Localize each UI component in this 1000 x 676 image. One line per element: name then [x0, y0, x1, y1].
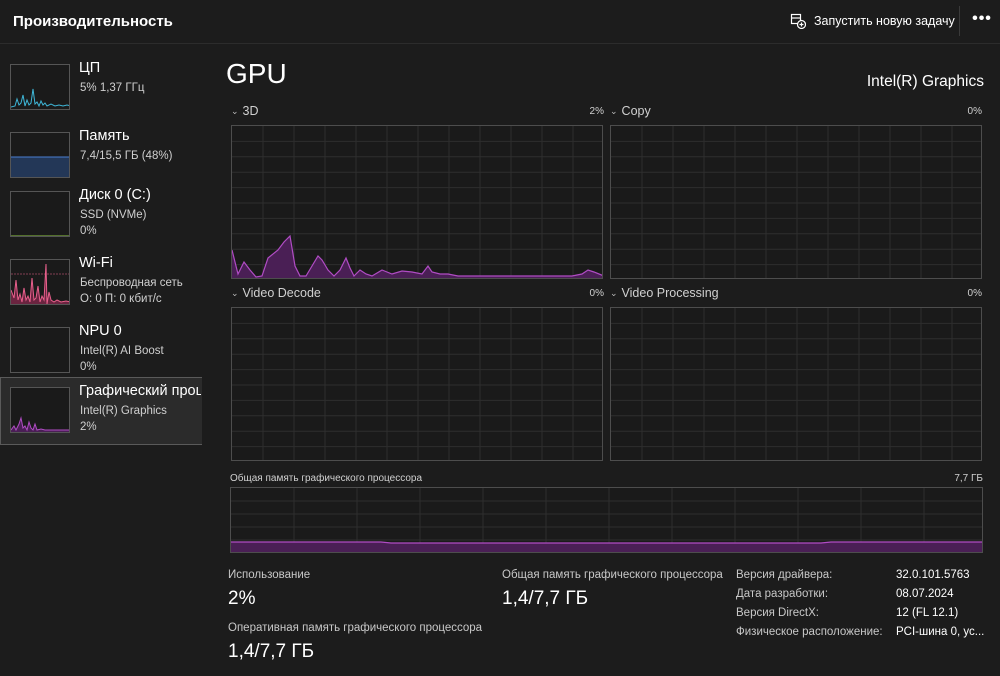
engine-selector-3d[interactable]: ⌄ 3D — [231, 104, 259, 118]
title-bar: Производительность Запустить новую задач… — [0, 0, 1000, 44]
utilization-value: 2% — [228, 588, 256, 609]
info-key: Версия драйвера: — [736, 569, 833, 581]
engine-label: Video Decode — [242, 286, 321, 300]
sidebar-item-name: Графический процессор 0 — [79, 383, 201, 399]
sidebar-item-name: NPU 0 — [79, 323, 122, 339]
engine-percent: 0% — [967, 106, 982, 117]
sidebar-item-wifi[interactable]: Wi-Fi Беспроводная сеть О: 0 П: 0 кбит/с — [0, 249, 202, 317]
engine-percent: 0% — [967, 288, 982, 299]
memory-thumbnail-graph — [10, 132, 70, 178]
sidebar-item-detail: Беспроводная сеть — [80, 277, 183, 289]
run-new-task-label: Запустить новую задачу — [814, 14, 955, 28]
sidebar-item-usage: 0% — [80, 361, 97, 373]
sidebar-item-detail: Intel(R) Graphics — [80, 405, 167, 417]
sidebar-item-usage: 0% — [80, 225, 97, 237]
chevron-down-icon: ⌄ — [610, 287, 618, 298]
utilization-label: Использование — [228, 569, 311, 581]
chevron-down-icon: ⌄ — [231, 105, 239, 116]
info-key: Физическое расположение: — [736, 626, 883, 638]
shared-memory-graph-label: Общая память графического процессора — [230, 473, 423, 484]
sidebar-item-detail: 7,4/15,5 ГБ (48%) — [80, 150, 173, 162]
sidebar-item-disk[interactable]: Диск 0 (C:) SSD (NVMe) 0% — [0, 181, 202, 249]
sidebar-item-usage: 2% — [80, 421, 97, 433]
chevron-down-icon: ⌄ — [610, 105, 618, 116]
sidebar-item-gpu[interactable]: Графический процессор 0 Intel(R) Graphic… — [0, 377, 202, 445]
graph-video-decode — [231, 307, 603, 461]
engine-label: Video Processing — [621, 286, 719, 300]
sidebar-item-name: Диск 0 (C:) — [79, 187, 151, 203]
sidebar-item-name: Память — [79, 128, 130, 144]
sidebar-item-detail: 5% 1,37 ГГц — [80, 82, 145, 94]
disk-thumbnail-graph — [10, 191, 70, 237]
run-new-task-button[interactable]: Запустить новую задачу — [790, 10, 955, 32]
sidebar: ЦП 5% 1,37 ГГц Память 7,4/15,5 ГБ (48%) … — [0, 44, 202, 676]
sidebar-item-detail: Intel(R) AI Boost — [80, 345, 164, 357]
sidebar-item-throughput: О: 0 П: 0 кбит/с — [80, 293, 162, 305]
engine-percent: 2% — [589, 106, 604, 117]
header-divider — [959, 6, 960, 36]
sidebar-item-cpu[interactable]: ЦП 5% 1,37 ГГц — [0, 54, 202, 122]
shared-memory-label: Общая память графического процессора — [502, 569, 723, 581]
chevron-down-icon: ⌄ — [231, 287, 239, 298]
info-value: PCI-шина 0, ус... — [896, 626, 985, 638]
engine-selector-copy[interactable]: ⌄ Copy — [610, 104, 651, 118]
engine-selector-video-processing[interactable]: ⌄ Video Processing — [610, 286, 719, 300]
engine-label: 3D — [242, 104, 259, 118]
info-key: Дата разработки: — [736, 588, 829, 600]
sidebar-item-detail: SSD (NVMe) — [80, 209, 147, 221]
engine-selector-video-decode[interactable]: ⌄ Video Decode — [231, 286, 321, 300]
graph-copy — [610, 125, 982, 279]
graph-3d — [231, 125, 603, 279]
info-key: Версия DirectX: — [736, 607, 819, 619]
gpu-thumbnail-graph — [10, 387, 70, 433]
run-task-icon — [790, 13, 806, 29]
more-options-button[interactable]: ••• — [972, 10, 992, 27]
cpu-thumbnail-graph — [10, 64, 70, 110]
engine-percent: 0% — [589, 288, 604, 299]
sidebar-item-name: ЦП — [79, 60, 101, 76]
sidebar-item-memory[interactable]: Память 7,4/15,5 ГБ (48%) — [0, 122, 202, 190]
sidebar-item-name: Wi-Fi — [79, 255, 113, 271]
gpu-title: GPU — [226, 58, 287, 89]
adapter-name: Intel(R) Graphics — [866, 73, 984, 90]
npu-thumbnail-graph — [10, 327, 70, 373]
page-title: Производительность — [13, 13, 173, 30]
info-value: 08.07.2024 — [896, 588, 954, 600]
info-value: 12 (FL 12.1) — [896, 607, 959, 619]
sidebar-item-npu[interactable]: NPU 0 Intel(R) AI Boost 0% — [0, 317, 202, 385]
info-value: 32.0.101.5763 — [896, 569, 970, 581]
shared-memory-value: 1,4/7,7 ГБ — [502, 588, 589, 609]
shared-memory-graph-max: 7,7 ГБ — [954, 473, 983, 484]
engine-label: Copy — [621, 104, 651, 118]
dedicated-memory-label: Оперативная память графического процессо… — [228, 622, 483, 634]
dedicated-memory-value: 1,4/7,7 ГБ — [228, 641, 315, 662]
wifi-thumbnail-graph — [10, 259, 70, 305]
graph-video-processing — [610, 307, 982, 461]
shared-memory-graph — [230, 487, 983, 553]
